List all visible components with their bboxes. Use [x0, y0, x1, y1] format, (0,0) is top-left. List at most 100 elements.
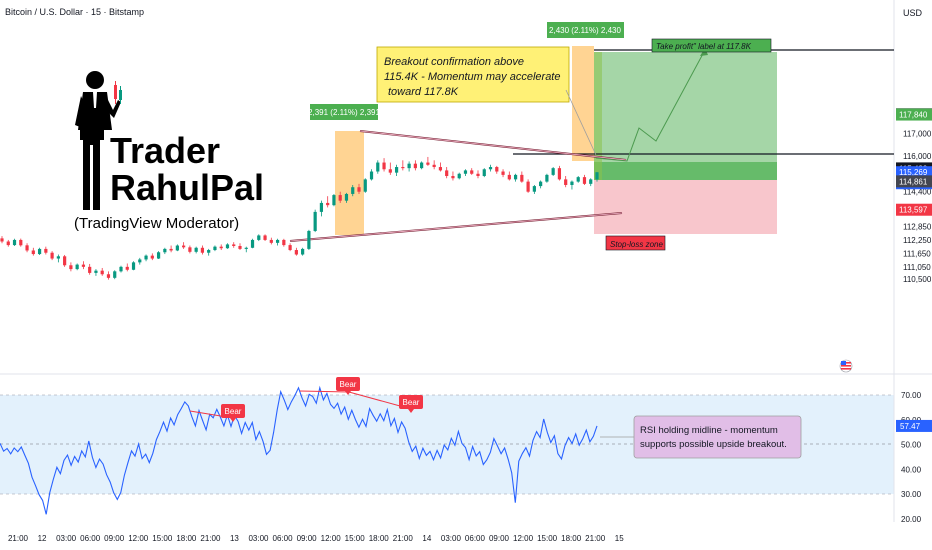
candle: [539, 180, 543, 189]
breakout-callout-line-1: Breakout confirmation above: [384, 56, 524, 68]
time-axis[interactable]: 21:00 12 03:00 06:00 09:00 12:00 15:00 18:00 21:…: [8, 534, 624, 543]
brand-subtitle: (TradingView Moderator): [74, 215, 239, 232]
candle: [470, 168, 474, 175]
candle: [156, 251, 161, 259]
svg-text:117,840: 117,840: [899, 111, 928, 120]
time-tick: 21:00: [200, 534, 221, 543]
candle: [282, 238, 286, 247]
candle: [520, 171, 524, 183]
time-tick: 21:00: [8, 534, 29, 543]
time-tick: 12: [38, 534, 47, 543]
profit-zone: [594, 52, 777, 162]
candle: [301, 247, 305, 256]
candle: [382, 158, 386, 172]
brand-name-line-2: RahulPal: [110, 167, 264, 208]
candle: [445, 167, 449, 179]
candle: [501, 169, 505, 178]
bear-label-1-text: Bear: [225, 407, 242, 416]
candle: [420, 161, 424, 170]
stoploss-label-text: Stop-loss zone: [610, 240, 663, 249]
measure-label-left-text: 2,391 (2.11%) 2,391: [308, 108, 380, 117]
time-tick: 12:00: [513, 534, 534, 543]
candle: [0, 236, 4, 244]
rsi-note-line-2: supports possible upside breakout.: [640, 439, 787, 450]
candle: [188, 245, 192, 254]
candle: [144, 254, 148, 262]
rsi-note-line-1: RSI holding midline - momentum: [640, 425, 778, 436]
price-tick: 117,000: [903, 129, 932, 138]
time-tick: 18:00: [369, 534, 390, 543]
breakout-box-right: [572, 46, 594, 161]
candle: [138, 257, 142, 265]
time-tick: 03:00: [441, 534, 462, 543]
candle: [69, 262, 73, 272]
bear-label-3-text: Bear: [403, 398, 420, 407]
rsi-tick: 30.00: [901, 490, 922, 499]
candle: [482, 168, 486, 178]
candle: [81, 261, 86, 270]
candle: [56, 254, 60, 263]
measure-label-left: 2,391 (2.11%) 2,391: [308, 104, 381, 120]
candle: [244, 246, 248, 253]
candle: [488, 164, 493, 172]
bear-label-2-text: Bear: [340, 380, 357, 389]
candle: [457, 172, 461, 180]
price-tick: 110,500: [903, 275, 932, 284]
candle: [551, 167, 555, 177]
candle: [63, 254, 67, 267]
candle: [526, 179, 530, 193]
candle: [125, 263, 129, 272]
candle: [589, 178, 593, 187]
candle: [369, 169, 374, 181]
candle: [269, 237, 273, 245]
time-tick: 12:00: [321, 534, 342, 543]
candle: [545, 173, 549, 183]
breakout-callout: Breakout confirmation above 115.4K - Mom…: [376, 46, 597, 156]
svg-text:115,269: 115,269: [899, 168, 928, 177]
take-profit-label: Take profit" label at 117.8K: [651, 38, 772, 53]
candle: [351, 184, 355, 197]
bear-label-3: Bear: [399, 395, 423, 413]
time-tick: 15:00: [152, 534, 173, 543]
candle: [332, 193, 336, 207]
candle: [451, 171, 455, 181]
us-flag-icon[interactable]: [839, 359, 853, 373]
candle: [37, 247, 42, 255]
candle: [50, 251, 54, 261]
candle: [344, 192, 349, 203]
candle: [595, 172, 599, 182]
price-level-badge: 114,861: [896, 175, 932, 188]
time-tick: 15: [615, 534, 624, 543]
price-axis[interactable]: 117,000 116,000 114,400 112,850 112,250 111,6…: [896, 108, 932, 284]
currency-label: USD: [903, 8, 923, 18]
price-tick: 112,250: [903, 236, 932, 245]
rsi-series: [0, 385, 598, 515]
candle: [194, 246, 198, 254]
rsi-last-badge: 57.47: [896, 419, 932, 432]
candle: [75, 263, 79, 271]
candle: [463, 169, 468, 177]
time-tick: 09:00: [489, 534, 510, 543]
candle: [319, 200, 324, 217]
time-tick: 15:00: [345, 534, 366, 543]
time-tick: 12:00: [128, 534, 149, 543]
rsi-tick: 50.00: [901, 441, 922, 450]
triangle-lower-line-inner: [289, 212, 623, 242]
triangle-upper-line-inner: [359, 130, 627, 161]
candle: [476, 170, 480, 179]
stoploss-label: Stop-loss zone: [605, 235, 666, 251]
measure-label-right: 2,430 (2.11%) 2,430: [547, 22, 624, 38]
candle: [232, 242, 236, 248]
candle: [401, 160, 405, 171]
candle: [275, 238, 280, 246]
candle: [257, 234, 261, 242]
rsi-note: RSI holding midline - momentum supports …: [600, 415, 802, 459]
symbol-title: Bitcoin / U.S. Dollar · 15 · Bitstamp: [5, 7, 144, 17]
candle: [407, 161, 411, 172]
svg-text:113,597: 113,597: [899, 206, 928, 215]
candle: [94, 269, 98, 276]
bear-divergence-line-2: [299, 390, 350, 393]
rsi-tick: 40.00: [901, 465, 922, 474]
